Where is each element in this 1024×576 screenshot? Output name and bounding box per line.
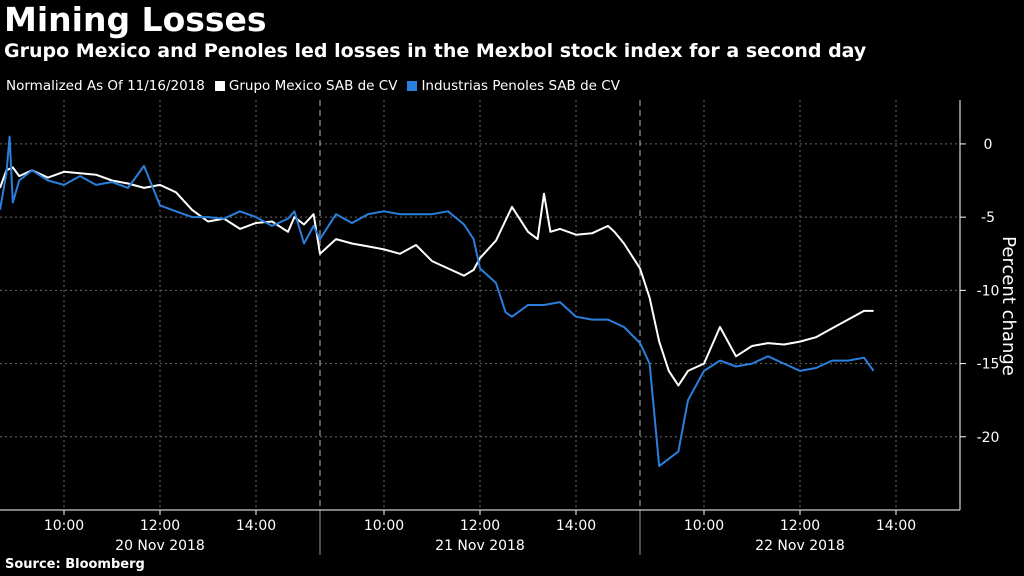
- chart-title: Mining Losses: [4, 0, 267, 39]
- gridlines: [0, 100, 960, 510]
- series-line-grupo-mexico: [0, 166, 874, 387]
- day-separators: [319, 100, 641, 555]
- x-tick-label: 10:00: [684, 518, 724, 534]
- x-tick-label: 10:00: [44, 518, 84, 534]
- legend-item-grupo-mexico: Grupo Mexico SAB de CV: [214, 78, 398, 94]
- legend: Normalized As Of 11/16/2018 Grupo Mexico…: [6, 78, 620, 94]
- y-tick-label: -20: [977, 430, 1000, 446]
- x-tick-label: 12:00: [460, 518, 500, 534]
- x-tick-label: 14:00: [876, 518, 916, 534]
- y-tick-label: -5: [981, 210, 995, 226]
- y-tick-label: -15: [977, 357, 1000, 373]
- legend-label-penoles: Industrias Penoles SAB de CV: [421, 78, 620, 94]
- day-label: 22 Nov 2018: [755, 538, 845, 554]
- x-tick-label: 14:00: [236, 518, 276, 534]
- x-tick-label: 12:00: [140, 518, 180, 534]
- chart-subtitle: Grupo Mexico and Penoles led losses in t…: [4, 40, 867, 62]
- y-axis-label: Percent change: [998, 236, 1019, 376]
- x-tick-label: 12:00: [780, 518, 820, 534]
- x-tick-label: 10:00: [364, 518, 404, 534]
- legend-swatch-grupo-mexico: [214, 81, 225, 91]
- y-tick-label: -10: [977, 283, 1000, 299]
- legend-label-grupo-mexico: Grupo Mexico SAB de CV: [228, 78, 398, 94]
- legend-swatch-penoles: [407, 81, 418, 91]
- x-tick-label: 14:00: [556, 518, 596, 534]
- source-note: Source: Bloomberg: [5, 557, 145, 572]
- day-label: 20 Nov 2018: [115, 538, 205, 554]
- y-tick-label: 0: [984, 137, 993, 153]
- legend-note: Normalized As Of 11/16/2018: [6, 78, 205, 94]
- axes: 0 -5 -10 -15 -20 10:00 12:00 14:00 10:00 12:00 14:…: [0, 100, 999, 554]
- legend-item-penoles: Industrias Penoles SAB de CV: [407, 78, 620, 94]
- day-label: 21 Nov 2018: [435, 538, 525, 554]
- series-lines: [0, 135, 875, 468]
- series-line-penoles: [0, 135, 875, 468]
